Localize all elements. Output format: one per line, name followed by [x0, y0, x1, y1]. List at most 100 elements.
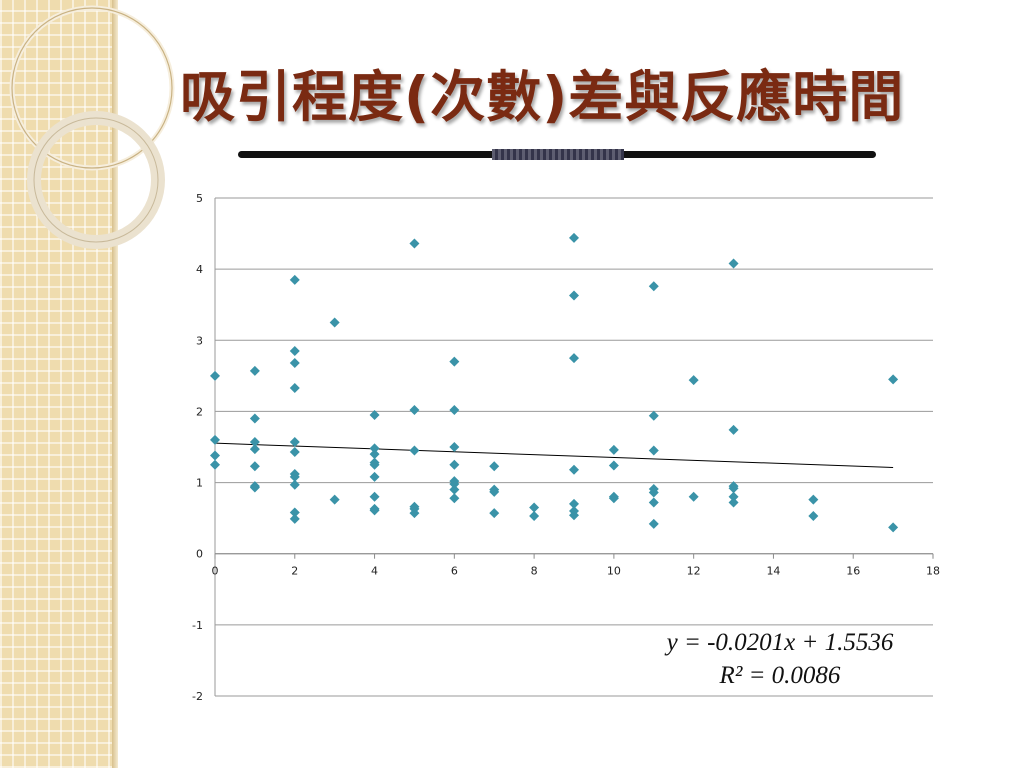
- y-tick--2: -2: [192, 690, 203, 703]
- data-point-12: [289, 345, 300, 356]
- data-point-16: [289, 446, 300, 457]
- data-point-10: [249, 482, 260, 493]
- data-point-6: [249, 437, 260, 448]
- data-point-69: [648, 497, 659, 508]
- data-point-39: [449, 356, 460, 367]
- regression-equation: y = -0.0201x + 1.5536: [666, 629, 894, 656]
- data-point-49: [489, 486, 500, 497]
- x-tick-12: 12: [687, 565, 701, 578]
- data-point-50: [489, 508, 500, 519]
- data-point-61: [608, 460, 619, 471]
- data-point-65: [648, 410, 659, 421]
- data-point-22: [329, 317, 340, 328]
- data-point-73: [728, 258, 739, 269]
- y-tick-0: 0: [196, 548, 203, 561]
- data-point-30: [369, 491, 380, 502]
- data-point-34: [409, 405, 420, 416]
- data-point-59: [569, 510, 579, 521]
- data-point-53: [569, 232, 579, 243]
- sidebar-edge: [112, 0, 118, 768]
- x-tick-10: 10: [607, 565, 621, 578]
- data-point-71: [688, 375, 699, 386]
- r-squared-label: R² = 0.0086: [719, 662, 841, 689]
- data-point-24: [369, 409, 380, 420]
- data-point-57: [569, 498, 579, 509]
- x-tick-4: 4: [371, 565, 378, 578]
- data-point-77: [728, 491, 739, 502]
- y-tick-4: 4: [196, 263, 203, 276]
- data-point-54: [569, 290, 579, 301]
- data-point-45: [449, 484, 460, 495]
- data-point-68: [648, 487, 659, 498]
- x-tick-2: 2: [291, 565, 298, 578]
- data-point-72: [688, 491, 699, 502]
- x-tick-16: 16: [846, 565, 860, 578]
- data-point-26: [369, 449, 380, 460]
- data-point-38: [409, 508, 420, 519]
- data-point-52: [529, 511, 540, 522]
- title-underline-accent: [492, 149, 624, 160]
- data-point-4: [249, 365, 260, 376]
- y-tick-labels: 5 4 3 2 1 0 -1 -2: [192, 192, 203, 703]
- data-point-35: [409, 445, 420, 456]
- x-tick-8: 8: [531, 565, 538, 578]
- data-point-3: [210, 459, 220, 470]
- data-point-19: [289, 479, 300, 490]
- data-point-28: [369, 459, 380, 470]
- y-tick-3: 3: [196, 334, 203, 347]
- data-point-74: [728, 424, 739, 435]
- data-point-32: [369, 505, 380, 516]
- y-tick-2: 2: [196, 405, 203, 418]
- data-point-70: [648, 518, 659, 529]
- data-point-18: [289, 471, 300, 482]
- data-point-25: [369, 443, 380, 454]
- data-point-29: [369, 471, 380, 482]
- y-tick--1: -1: [192, 619, 203, 632]
- data-point-20: [289, 507, 300, 518]
- data-point-15: [289, 437, 300, 448]
- data-point-80: [808, 511, 819, 522]
- data-point-79: [808, 494, 819, 505]
- data-point-14: [289, 382, 300, 393]
- data-point-60: [608, 444, 619, 455]
- data-point-2: [210, 450, 220, 461]
- x-tick-labels: 0 2 4 6 8 10 12 14 16 18: [212, 565, 941, 578]
- data-point-64: [648, 281, 659, 292]
- data-point-11: [289, 274, 300, 285]
- x-tick-6: 6: [451, 565, 458, 578]
- data-point-66: [648, 445, 659, 456]
- data-point-63: [608, 493, 619, 504]
- regression-annotation: y = -0.0201x + 1.5536 R² = 0.0086: [600, 626, 960, 692]
- data-points: [210, 232, 899, 533]
- y-tick-1: 1: [196, 477, 203, 490]
- data-point-0: [210, 370, 220, 381]
- data-point-56: [569, 464, 579, 475]
- trendline: [214, 442, 894, 468]
- x-tick-14: 14: [766, 565, 780, 578]
- data-point-78: [728, 497, 739, 508]
- data-point-1: [210, 434, 220, 445]
- data-point-5: [249, 413, 260, 424]
- x-tick-18: 18: [926, 565, 940, 578]
- data-point-82: [888, 522, 899, 533]
- chart-axes: [214, 198, 934, 696]
- data-point-42: [449, 459, 460, 470]
- data-point-44: [449, 478, 460, 489]
- trendline-group: [214, 442, 894, 468]
- data-point-41: [449, 442, 460, 452]
- data-point-13: [289, 358, 300, 369]
- data-point-46: [449, 493, 460, 504]
- data-point-51: [529, 502, 540, 513]
- decorative-rings: [9, 5, 175, 249]
- x-tick-0: 0: [212, 565, 219, 578]
- data-point-40: [449, 405, 460, 416]
- data-point-47: [489, 461, 500, 472]
- data-point-23: [329, 494, 340, 505]
- data-point-55: [569, 353, 579, 364]
- data-point-7: [249, 444, 260, 455]
- slide-title: 吸引程度(次數)差與反應時間: [180, 65, 905, 129]
- data-point-8: [249, 461, 260, 472]
- data-point-33: [409, 238, 420, 249]
- data-point-76: [728, 483, 739, 494]
